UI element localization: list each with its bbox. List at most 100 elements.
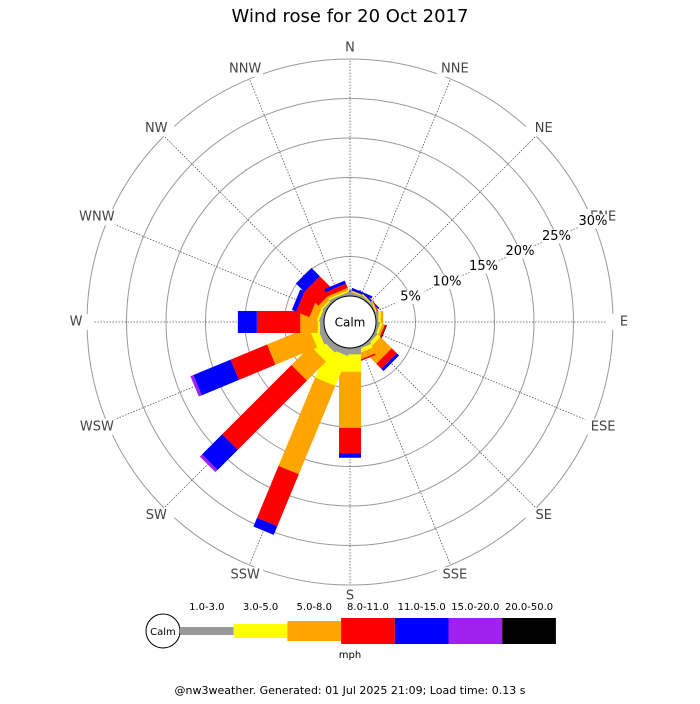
direction-label: SW bbox=[146, 508, 167, 523]
bar-segment bbox=[237, 311, 257, 333]
bar-segment bbox=[267, 327, 318, 365]
bar-segment bbox=[199, 454, 218, 473]
bar-segment bbox=[295, 267, 320, 292]
direction-label: S bbox=[346, 589, 354, 604]
grid-ring bbox=[126, 98, 574, 546]
grid-ring bbox=[165, 137, 535, 507]
bar-segment bbox=[328, 291, 351, 303]
footer: @nw3weather. Generated: 01 Jul 2025 21:0… bbox=[175, 684, 526, 697]
legend-calm-label: Calm bbox=[150, 627, 176, 638]
bar-segment bbox=[291, 289, 305, 312]
legend-swatch bbox=[180, 627, 234, 635]
bar-segment bbox=[230, 344, 276, 380]
calm-label: Calm bbox=[335, 316, 366, 330]
spoke bbox=[368, 135, 537, 304]
bar-segment bbox=[222, 365, 307, 450]
direction-label: NW bbox=[145, 121, 168, 136]
bar-segment bbox=[202, 434, 238, 470]
direction-label: SSW bbox=[230, 568, 260, 583]
label-bg bbox=[58, 314, 94, 330]
spoke bbox=[359, 345, 452, 566]
label-bg bbox=[578, 214, 607, 229]
legend-label: 1.0-3.0 bbox=[189, 602, 224, 613]
label-bg bbox=[525, 120, 562, 137]
bar-segment bbox=[304, 276, 334, 306]
spoke bbox=[368, 340, 537, 509]
label-bg bbox=[332, 40, 368, 56]
bar-segment bbox=[327, 287, 349, 299]
spoke bbox=[248, 78, 341, 299]
direction-label: NNE bbox=[441, 61, 469, 76]
bar-segment bbox=[325, 283, 348, 297]
legend-label: 5.0-8.0 bbox=[297, 602, 332, 613]
label-bg bbox=[525, 507, 562, 524]
bar-segment bbox=[256, 311, 301, 333]
legend-label: 11.0-15.0 bbox=[398, 602, 446, 613]
direction-label: E bbox=[620, 315, 628, 330]
direction-label: N bbox=[345, 41, 355, 56]
legend-swatch bbox=[394, 618, 449, 644]
bar-segment bbox=[339, 371, 361, 428]
bar-segment bbox=[257, 465, 299, 527]
legend-label: 15.0-20.0 bbox=[451, 602, 499, 613]
legend-swatch bbox=[341, 618, 395, 644]
r-tick-label: 20% bbox=[506, 244, 535, 259]
direction-label: ESE bbox=[591, 419, 616, 434]
label-bg bbox=[436, 567, 473, 584]
legend-swatch bbox=[448, 618, 503, 644]
direction-label: WSW bbox=[80, 419, 114, 434]
legend-label: 20.0-50.0 bbox=[505, 602, 553, 613]
bar-segment bbox=[278, 377, 336, 475]
legend-label: 3.0-5.0 bbox=[243, 602, 278, 613]
label-bg bbox=[606, 314, 642, 330]
label-bg bbox=[469, 259, 498, 274]
chart-title: Wind rose for 20 Oct 2017 bbox=[232, 6, 469, 27]
r-tick-label: 5% bbox=[400, 289, 421, 304]
label-bg bbox=[332, 588, 368, 604]
bar-segment bbox=[376, 348, 397, 369]
unit-label: mph bbox=[339, 650, 361, 661]
direction-label: WNW bbox=[79, 210, 115, 225]
label-bg bbox=[542, 229, 571, 244]
bar-segment bbox=[365, 337, 392, 364]
label-bg bbox=[78, 209, 115, 226]
label-bg bbox=[227, 567, 264, 584]
bar-segment bbox=[253, 517, 278, 535]
bar-segment bbox=[193, 359, 239, 396]
bar-segment bbox=[339, 453, 361, 458]
label-bg bbox=[436, 60, 473, 77]
r-tick-label: 15% bbox=[469, 259, 498, 274]
label-bg bbox=[396, 289, 425, 304]
bar-segment bbox=[381, 353, 400, 372]
label-bg bbox=[505, 244, 534, 259]
bar-segment bbox=[315, 347, 348, 386]
legend-swatch bbox=[233, 624, 288, 638]
r-tick-label: 10% bbox=[433, 274, 462, 289]
direction-label: NNW bbox=[229, 61, 261, 76]
direction-label: NE bbox=[535, 121, 553, 136]
bar-segment bbox=[291, 346, 326, 381]
label-bg bbox=[433, 274, 462, 289]
label-bg bbox=[138, 507, 175, 524]
spoke bbox=[106, 220, 327, 313]
r-tick-label: 25% bbox=[542, 229, 571, 244]
direction-label: SE bbox=[536, 508, 552, 523]
calm-circle bbox=[323, 295, 377, 349]
bar-segment bbox=[324, 280, 346, 292]
bar-segment bbox=[328, 290, 350, 300]
spoke bbox=[373, 331, 594, 424]
bar-segment bbox=[339, 427, 361, 454]
label-bg bbox=[227, 60, 264, 77]
legend-label: 8.0-11.0 bbox=[347, 602, 389, 613]
label-bg bbox=[138, 120, 175, 137]
legend-swatch bbox=[502, 618, 556, 644]
label-bg bbox=[585, 418, 622, 435]
r-tick-label: 30% bbox=[579, 214, 608, 229]
bar-segment bbox=[190, 374, 202, 397]
label-bg bbox=[78, 418, 115, 435]
direction-label: SSE bbox=[442, 568, 467, 583]
legend-swatch bbox=[287, 621, 342, 641]
spoke bbox=[359, 78, 452, 299]
